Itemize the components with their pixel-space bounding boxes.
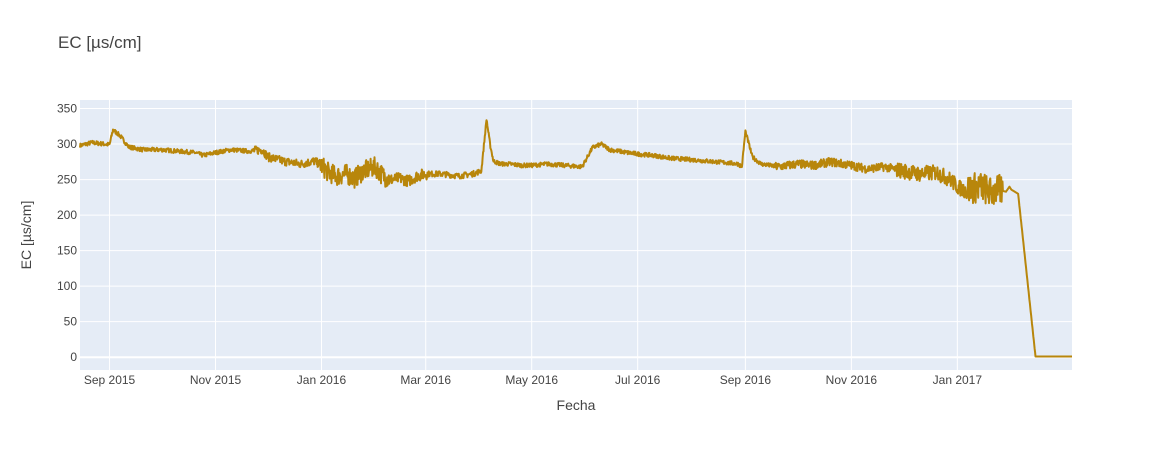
y-axis-title: EC [µs/cm] (18, 201, 34, 270)
series-line-ec (79, 119, 1073, 358)
x-tick-label: Nov 2015 (190, 373, 242, 387)
y-tick-label: 250 (57, 173, 77, 187)
y-tick-label: 300 (57, 137, 77, 151)
x-axis-title: Fecha (557, 397, 596, 413)
x-tick-label: Jul 2016 (615, 373, 661, 387)
chart-title: EC [µs/cm] (58, 33, 142, 52)
plot-area (80, 100, 1072, 370)
y-tick-label: 100 (57, 279, 77, 293)
x-tick-label: Sep 2016 (720, 373, 772, 387)
y-tick-label: 200 (57, 208, 77, 222)
x-tick-label: Sep 2015 (84, 373, 136, 387)
x-tick-label: May 2016 (505, 373, 558, 387)
x-tick-label: Jan 2017 (933, 373, 983, 387)
x-tick-label: Mar 2016 (400, 373, 451, 387)
y-tick-label: 150 (57, 244, 77, 258)
y-tick-label: 0 (70, 350, 77, 364)
y-tick-label: 50 (64, 315, 78, 329)
x-tick-label: Jan 2016 (297, 373, 347, 387)
y-tick-label: 350 (57, 102, 77, 116)
x-tick-label: Nov 2016 (826, 373, 878, 387)
